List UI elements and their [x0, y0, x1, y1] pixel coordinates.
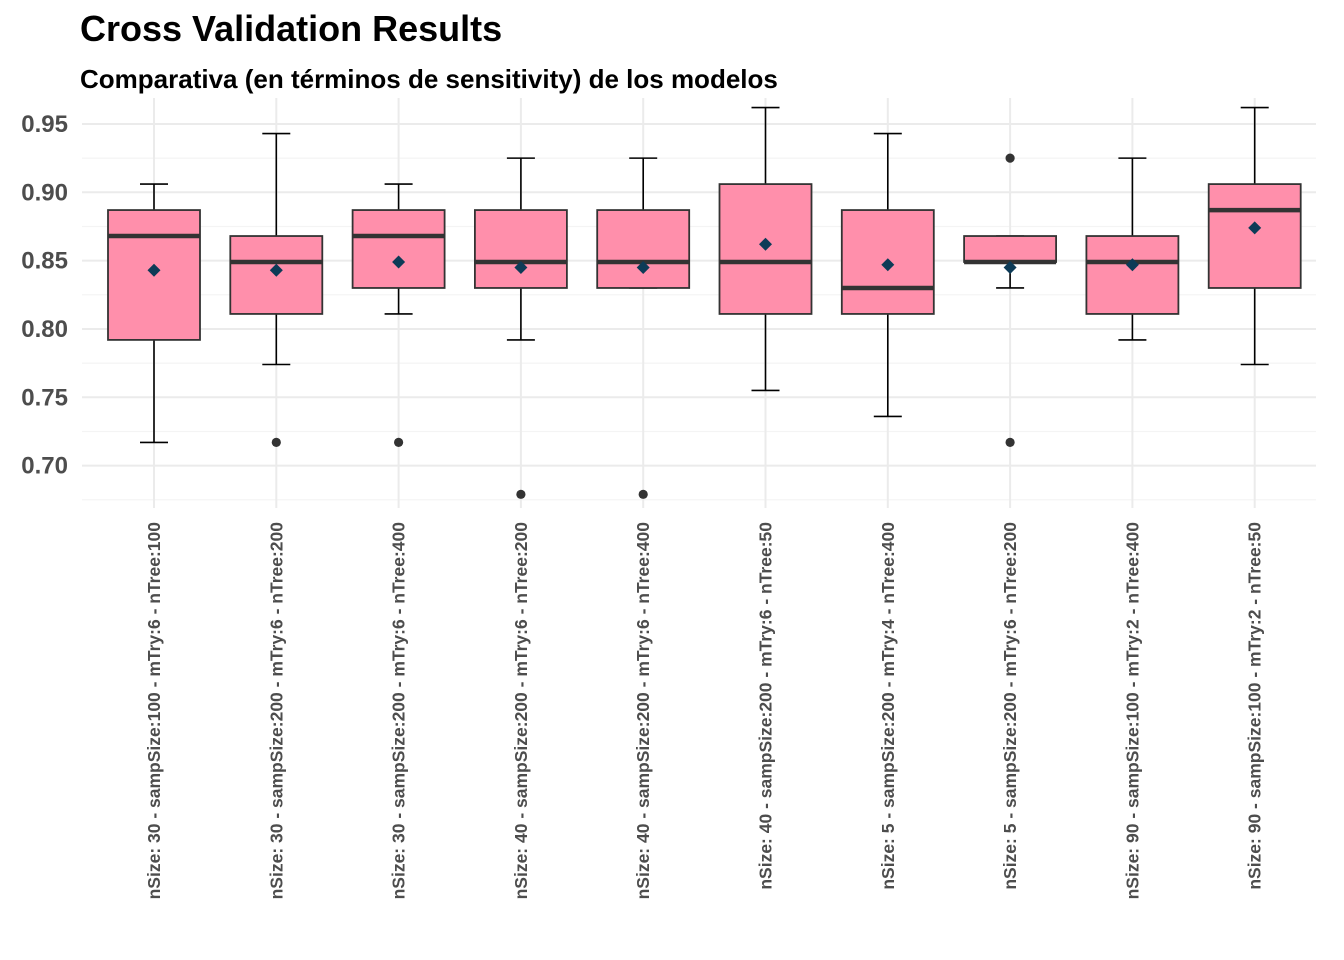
x-tick-label: nSize: 40 - sampSize:200 - mTry:6 - nTre…	[756, 522, 776, 890]
y-tick-label: 0.80	[21, 316, 68, 343]
box-iqr	[1085, 235, 1180, 315]
box-group	[107, 183, 201, 444]
mean-marker	[1248, 221, 1262, 235]
box-group	[840, 132, 935, 418]
outlier-point	[638, 489, 648, 499]
box-iqr	[1207, 183, 1302, 289]
box-iqr	[596, 209, 691, 289]
x-tick-label: nSize: 30 - sampSize:200 - mTry:6 - nTre…	[266, 522, 286, 900]
box-iqr	[351, 209, 446, 289]
outlier-point	[1005, 153, 1015, 163]
x-tick-label: nSize: 5 - sampSize:200 - mTry:6 - nTree…	[1000, 522, 1020, 890]
mean-marker	[392, 255, 406, 269]
mean-marker	[881, 258, 895, 272]
y-tick-label: 0.90	[21, 179, 68, 206]
x-tick-label: nSize: 30 - sampSize:200 - mTry:6 - nTre…	[389, 522, 409, 900]
x-axis: nSize: 30 - sampSize:100 - mTry:6 - nTre…	[144, 522, 1265, 900]
outlier-point	[271, 437, 281, 447]
box-group	[1085, 157, 1180, 341]
box-group	[963, 153, 1057, 447]
mean-marker	[514, 260, 528, 274]
mean-marker	[269, 263, 283, 277]
mean-marker	[1125, 258, 1139, 272]
mean-marker	[759, 237, 772, 251]
outlier-point	[516, 489, 526, 499]
mean-marker	[1003, 260, 1017, 274]
y-axis: 0.70 0.75 0.80 0.85 0.90 0.95	[21, 111, 68, 480]
chart-title: Cross Validation Results	[80, 8, 503, 49]
mean-marker	[636, 260, 650, 274]
outlier-point	[1005, 437, 1015, 447]
chart-subtitle: Comparativa (en términos de sensitivity)…	[80, 64, 778, 94]
y-tick-label: 0.85	[21, 248, 68, 275]
x-tick-label: nSize: 5 - sampSize:200 - mTry:4 - nTree…	[878, 522, 898, 890]
outlier-point	[394, 437, 404, 447]
x-tick-label: nSize: 40 - sampSize:200 - mTry:6 - nTre…	[511, 522, 531, 900]
box-iqr	[473, 209, 568, 289]
mean-marker	[147, 263, 161, 277]
box-series	[107, 106, 1302, 499]
y-tick-label: 0.75	[21, 384, 68, 411]
box-group	[718, 106, 813, 392]
x-tick-label: nSize: 90 - sampSize:100 - mTry:2 - nTre…	[1245, 522, 1265, 890]
box-group	[473, 157, 568, 499]
x-tick-label: nSize: 40 - sampSize:200 - mTry:6 - nTre…	[633, 522, 653, 900]
box-group	[596, 157, 691, 499]
box-group	[1207, 106, 1302, 366]
x-tick-label: nSize: 30 - sampSize:100 - mTry:6 - nTre…	[144, 522, 164, 900]
box-iqr	[963, 235, 1057, 263]
x-tick-label: nSize: 90 - sampSize:100 - mTry:2 - nTre…	[1122, 522, 1142, 900]
box-group	[229, 132, 324, 447]
y-tick-label: 0.70	[21, 453, 68, 480]
box-group	[351, 183, 446, 447]
y-tick-label: 0.95	[21, 111, 68, 138]
